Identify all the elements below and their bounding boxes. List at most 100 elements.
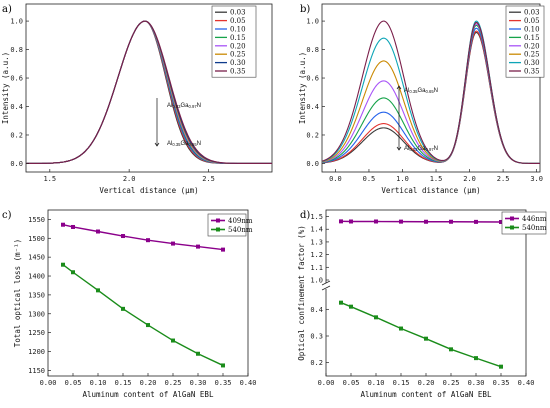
legend-entry: 0.10 [230,26,246,34]
arrow-head [154,142,160,147]
data-point [171,241,175,246]
data-point [349,304,353,309]
annotation-label: Al0.35Ga0.65N [404,88,438,94]
x-tick-label: 0.35 [215,379,232,387]
y-tick-label: 0.8 [306,46,319,54]
legend-entry: 0.20 [524,42,540,50]
x-axis-label: Vertical distance (μm) [381,186,480,195]
x-tick-label: 0.25 [443,379,460,387]
data-point [449,219,453,224]
y-tick-label: 0.6 [306,75,319,83]
y-tick-label: 0.0 [10,160,23,168]
annotation-part: 0.03 [172,104,181,109]
legend-entry: 0.25 [230,51,246,59]
data-point [61,222,65,227]
data-point [121,234,125,239]
legend-entry: 0.25 [524,51,540,59]
annotation-part: N [197,103,201,109]
data-point [196,244,200,249]
data-point [349,219,353,224]
y-tick-label: 0.8 [10,46,23,54]
annotation-part: Ga [181,141,190,147]
legend-entry: 0.03 [230,9,246,17]
y-tick-label: 1.0 [306,18,319,26]
y-tick-label: 1350 [28,291,45,299]
data-point [374,219,378,224]
legend-entry: 0.30 [524,59,540,67]
y-tick-label: 1250 [28,329,45,337]
series-line-409nm [62,224,224,251]
legend-entry: 0.03 [524,9,540,17]
y-tick-label: 1.2 [310,251,323,259]
y-tick-label: 0.2 [10,131,23,139]
legend-entry: 0.15 [230,34,246,42]
data-point [474,356,478,361]
data-point [96,229,100,234]
y-axis-label: Intensity (a.u.) [298,52,307,124]
data-point [399,219,403,224]
data-point [339,300,343,305]
y-tick-label: 0.0 [306,160,319,168]
y-tick-label: 1150 [28,367,45,375]
annotation-part: 0.97 [189,104,198,109]
series-line-0.35 [321,20,540,165]
x-tick-label: 0.30 [468,379,485,387]
x-tick-label: 1.0 [396,175,409,183]
panel-b-plot-frame [321,3,541,173]
data-point [171,338,175,343]
legend-marker [510,225,514,230]
legend-box [505,5,545,78]
x-tick-label: 0.05 [343,379,360,387]
series-line-0.35 [26,20,272,165]
y-tick-label: 1550 [28,216,45,224]
x-tick-label: 0.15 [393,379,410,387]
x-tick-label: 0.5 [363,175,376,183]
y-tick-label: 1.3 [310,238,323,246]
x-tick-label: 0.25 [165,379,182,387]
legend-entry: 0.05 [230,17,246,25]
legend-entry: 0.35 [230,68,246,76]
annotation-part: Ga [181,103,190,109]
y-tick-label: 1.1 [310,264,323,272]
y-tick-label: 0.6 [10,75,23,83]
data-point [96,288,100,293]
legend-entry: 0.20 [230,42,246,50]
x-tick-label: 0.20 [418,379,435,387]
legend-entry: 540nm [228,226,253,234]
panel-label: c) [2,210,12,221]
annotation-part: Al [167,103,172,109]
annotation-part: 0.35 [409,89,418,94]
axis-break-mark [321,280,331,286]
data-point [424,336,428,341]
legend-entry: 0.05 [524,17,540,25]
annotation-part: 0.35 [172,142,181,147]
x-tick-label: 2.0 [463,175,476,183]
x-tick-label: 0.40 [518,379,535,387]
annotation-label: Al0.35Ga0.65N [167,141,201,147]
series-line-540nm [62,264,224,367]
data-point [196,351,200,356]
panel-label: b) [300,4,310,15]
y-tick-label: 0.4 [310,306,323,314]
data-point [121,306,125,311]
annotation-part: N [434,88,438,94]
annotation-part: Ga [418,146,427,152]
x-axis-label: Vertical distance (μm) [99,186,198,195]
annotation-part: 0.65 [426,89,435,94]
y-tick-label: 0.4 [10,103,23,111]
y-axis-label: Total optical loss (m⁻¹) [13,239,22,347]
data-point [61,262,65,267]
annotation-part: N [434,146,438,152]
legend-entry: 0.10 [524,26,540,34]
x-tick-label: 0.00 [318,379,335,387]
axis-break-mark [321,285,331,291]
data-point [474,219,478,224]
y-axis-label: Optical confinement factor (%) [297,225,306,360]
y-tick-label: 1450 [28,254,45,262]
data-point [374,315,378,320]
annotation-part: N [197,141,201,147]
legend-entry: 0.35 [524,68,540,76]
legend-entry: 540nm [522,224,547,232]
y-tick-label: 0.4 [306,103,319,111]
x-tick-label: 2.5 [497,175,510,183]
